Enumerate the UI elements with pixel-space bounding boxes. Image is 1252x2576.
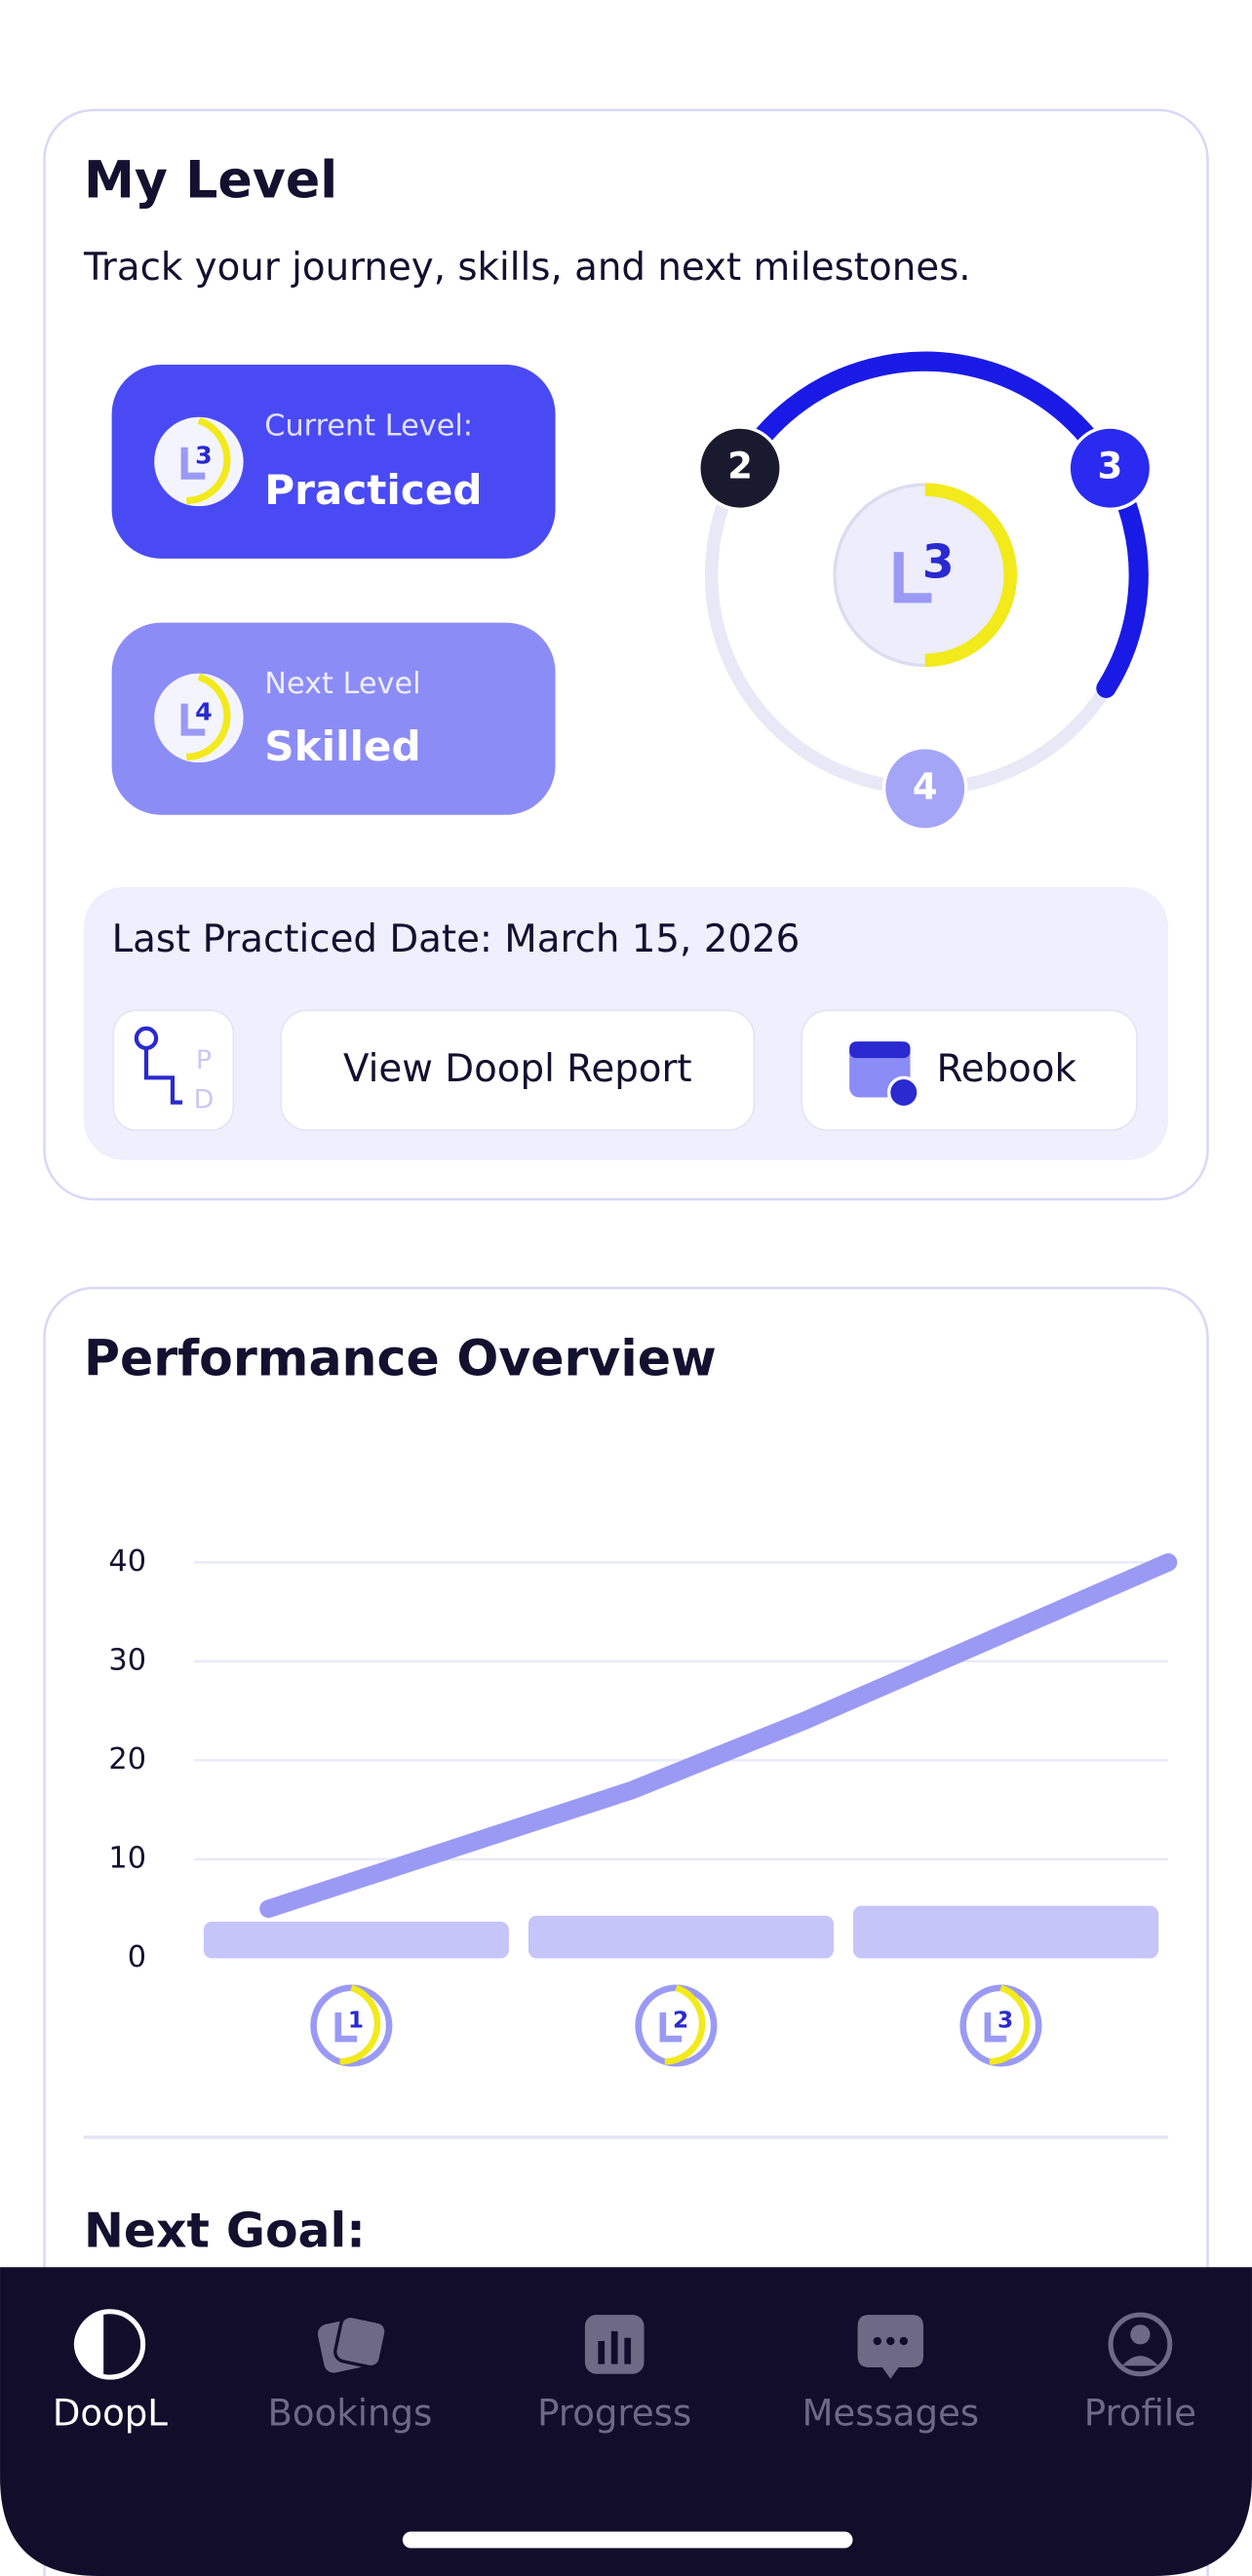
pd-letter: D <box>194 1084 215 1114</box>
level-badge-l <box>984 2011 1007 2043</box>
ring-center-number: 3 <box>922 536 955 590</box>
next-goal: Next Goal: <box>84 2204 366 2259</box>
tab-icon-dot <box>899 2336 908 2346</box>
ring-node-label: 3 <box>1097 446 1122 488</box>
chart-title: Performance Overview <box>84 1329 717 1386</box>
tab-label: Bookings <box>268 2392 433 2434</box>
tab-icon <box>73 2315 104 2374</box>
current-level-name: Practiced <box>264 466 482 514</box>
ring-node <box>1067 425 1154 512</box>
card-subtitle: Track your journey, skills, and next mil… <box>83 246 971 290</box>
level-badge-arc <box>186 416 231 505</box>
tab-label: Progress <box>537 2392 691 2434</box>
report-button-label: View Doopl Report <box>343 1047 692 1091</box>
tabs: DoopL Bookings Progress Messages Profile <box>53 2309 1196 2435</box>
chart: 0 10 20 30 40 1 2 3 <box>108 1544 1178 2067</box>
tab-icon-dot <box>873 2336 882 2346</box>
y-tick-label: 0 <box>128 1940 146 1974</box>
tab-icon <box>1108 2312 1173 2377</box>
ring-progress <box>729 351 1149 698</box>
level-badge-number: 4 <box>195 697 213 725</box>
tab-label: Messages <box>802 2392 979 2434</box>
level-badge-number: 1 <box>348 2007 364 2033</box>
tab-icon-bar <box>624 2337 632 2364</box>
tab-label: DoopL <box>53 2392 168 2434</box>
level-badge-number: 2 <box>673 2007 688 2033</box>
level-badge-l <box>180 447 206 480</box>
next-level-name: Skilled <box>264 722 420 770</box>
level-badge-arc <box>186 673 231 761</box>
tab-icon <box>1121 2356 1158 2366</box>
tab-bar <box>0 2267 1252 2576</box>
level-badge-l <box>334 2011 358 2043</box>
pd-icon <box>143 1041 183 1105</box>
pd-letter: P <box>196 1045 212 1075</box>
tab[interactable]: Progress <box>537 2315 691 2434</box>
current-level-label: Current Level: <box>264 410 473 444</box>
tab-icon <box>1130 2324 1151 2345</box>
tab-icon <box>857 2315 923 2379</box>
tab-icon-bar <box>598 2341 606 2364</box>
ring-node-label: 4 <box>913 765 938 807</box>
level-badge-l <box>180 703 206 736</box>
calendar-icon-badge <box>886 1075 920 1110</box>
next-level-pill[interactable] <box>111 622 556 815</box>
y-tick-label: 10 <box>108 1841 146 1875</box>
calendar-icon-top <box>849 1041 911 1059</box>
ring-node-label: 2 <box>727 446 753 488</box>
rebook-button[interactable] <box>801 1009 1138 1132</box>
tab[interactable]: DoopL <box>53 2309 168 2435</box>
ring-center-arc <box>924 483 1018 668</box>
level-badge-arc <box>339 1984 381 2065</box>
pd-button[interactable] <box>112 1009 235 1132</box>
bar <box>852 1905 1159 1959</box>
y-tick-label: 20 <box>108 1742 146 1776</box>
progress-ring: 2 3 4 3 <box>697 351 1154 832</box>
level-badge-arc <box>989 1984 1031 2065</box>
tab-icon <box>333 2314 388 2369</box>
tab-icon-dot <box>886 2336 895 2346</box>
y-tick-label: 40 <box>108 1544 146 1579</box>
last-practiced: Last Practiced Date: March 15, 2026 <box>112 917 801 961</box>
pd-icon-dot <box>134 1026 159 1051</box>
tab-label: Profile <box>1084 2392 1196 2434</box>
tab[interactable]: Bookings <box>268 2314 433 2435</box>
trend-line <box>259 1553 1178 1918</box>
card-title: My Level <box>84 152 337 211</box>
ring-node <box>697 425 783 512</box>
ring-center-l <box>893 552 932 604</box>
rebook-button-label: Rebook <box>936 1047 1076 1091</box>
ring-node <box>881 745 968 832</box>
level-badge-arc <box>664 1984 706 2065</box>
next-level-label: Next Level <box>264 667 420 701</box>
report-button[interactable] <box>280 1009 756 1132</box>
home-indicator <box>402 2531 853 2549</box>
tab[interactable]: Profile <box>1084 2312 1196 2434</box>
bar <box>203 1921 509 1959</box>
tab-icon-bar <box>610 2330 618 2364</box>
current-level-pill[interactable] <box>111 365 556 559</box>
y-tick-label: 30 <box>108 1643 146 1677</box>
tab[interactable]: Messages <box>802 2315 979 2434</box>
level-badge-number: 3 <box>998 2007 1013 2033</box>
level-badge-l <box>659 2011 683 2043</box>
bar <box>528 1915 834 1959</box>
level-badge-number: 3 <box>195 441 213 469</box>
